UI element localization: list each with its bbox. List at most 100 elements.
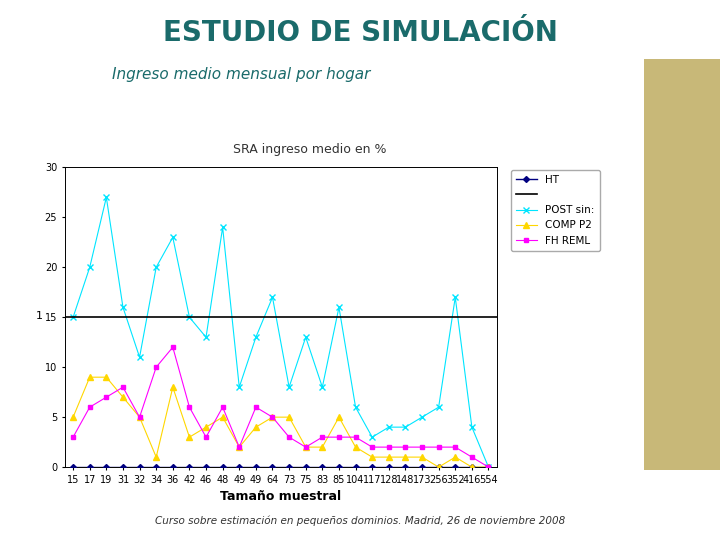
FH REML: [251, 404, 260, 410]
HT: [235, 464, 243, 470]
HT: [401, 464, 410, 470]
Text: 1: 1: [36, 311, 43, 321]
FH REML: [368, 444, 377, 450]
Line: HT: HT: [71, 465, 490, 469]
COMP P2: [285, 414, 294, 420]
COMP P2: [384, 454, 393, 460]
HT: [368, 464, 377, 470]
COMP P2: [152, 454, 161, 460]
FH REML: [384, 444, 393, 450]
Line: POST sin:: POST sin:: [70, 194, 492, 470]
HT: [434, 464, 443, 470]
FH REML: [318, 434, 327, 441]
HT: [218, 464, 227, 470]
POST sin:: [102, 194, 111, 200]
FH REML: [168, 344, 177, 350]
COMP P2: [351, 444, 360, 450]
COMP P2: [268, 414, 276, 420]
COMP P2: [484, 464, 492, 470]
HT: [185, 464, 194, 470]
HT: [135, 464, 144, 470]
POST sin:: [384, 424, 393, 430]
POST sin:: [401, 424, 410, 430]
COMP P2: [69, 414, 78, 420]
POST sin:: [351, 404, 360, 410]
POST sin:: [152, 264, 161, 271]
Text: Ingreso medio mensual por hogar: Ingreso medio mensual por hogar: [112, 68, 370, 83]
FH REML: [418, 444, 426, 450]
FH REML: [202, 434, 210, 441]
FH REML: [302, 444, 310, 450]
HT: [384, 464, 393, 470]
COMP P2: [102, 374, 111, 380]
FH REML: [86, 404, 94, 410]
HT: [285, 464, 294, 470]
COMP P2: [368, 454, 377, 460]
COMP P2: [302, 444, 310, 450]
HT: [251, 464, 260, 470]
POST sin:: [168, 234, 177, 240]
FH REML: [235, 444, 243, 450]
FH REML: [119, 384, 127, 390]
POST sin:: [318, 384, 327, 390]
Text: Curso sobre estimación en pequeños dominios. Madrid, 26 de noviembre 2008: Curso sobre estimación en pequeños domin…: [155, 516, 565, 526]
FH REML: [335, 434, 343, 441]
POST sin:: [235, 384, 243, 390]
POST sin:: [302, 334, 310, 340]
POST sin:: [285, 384, 294, 390]
COMP P2: [401, 454, 410, 460]
POST sin:: [185, 314, 194, 320]
POST sin:: [202, 334, 210, 340]
COMP P2: [218, 414, 227, 420]
HT: [119, 464, 127, 470]
HT: [69, 464, 78, 470]
POST sin:: [418, 414, 426, 420]
FH REML: [268, 414, 276, 420]
POST sin:: [268, 294, 276, 300]
COMP P2: [451, 454, 459, 460]
FH REML: [401, 444, 410, 450]
COMP P2: [135, 414, 144, 420]
COMP P2: [235, 444, 243, 450]
Text: ESTUDIO DE SIMULACIÓN: ESTUDIO DE SIMULACIÓN: [163, 19, 557, 47]
Text: SRA ingreso medio en %: SRA ingreso medio en %: [233, 143, 387, 156]
COMP P2: [418, 454, 426, 460]
COMP P2: [86, 374, 94, 380]
POST sin:: [251, 334, 260, 340]
POST sin:: [135, 354, 144, 361]
COMP P2: [335, 414, 343, 420]
HT: [86, 464, 94, 470]
HT: [351, 464, 360, 470]
FH REML: [102, 394, 111, 401]
FH REML: [351, 434, 360, 441]
FH REML: [218, 404, 227, 410]
POST sin:: [119, 304, 127, 310]
HT: [467, 464, 476, 470]
FH REML: [135, 414, 144, 420]
HT: [102, 464, 111, 470]
COMP P2: [202, 424, 210, 430]
FH REML: [434, 444, 443, 450]
HT: [202, 464, 210, 470]
POST sin:: [86, 264, 94, 271]
HT: [418, 464, 426, 470]
HT: [302, 464, 310, 470]
COMP P2: [434, 464, 443, 470]
COMP P2: [185, 434, 194, 441]
Line: FH REML: FH REML: [71, 345, 490, 469]
FH REML: [451, 444, 459, 450]
FH REML: [185, 404, 194, 410]
HT: [335, 464, 343, 470]
HT: [484, 464, 492, 470]
HT: [268, 464, 276, 470]
Legend: HT, , POST sin:, COMP P2, FH REML: HT, , POST sin:, COMP P2, FH REML: [510, 170, 600, 251]
COMP P2: [168, 384, 177, 390]
POST sin:: [69, 314, 78, 320]
HT: [451, 464, 459, 470]
FH REML: [467, 454, 476, 460]
POST sin:: [434, 404, 443, 410]
FH REML: [484, 464, 492, 470]
POST sin:: [218, 224, 227, 231]
POST sin:: [335, 304, 343, 310]
HT: [152, 464, 161, 470]
